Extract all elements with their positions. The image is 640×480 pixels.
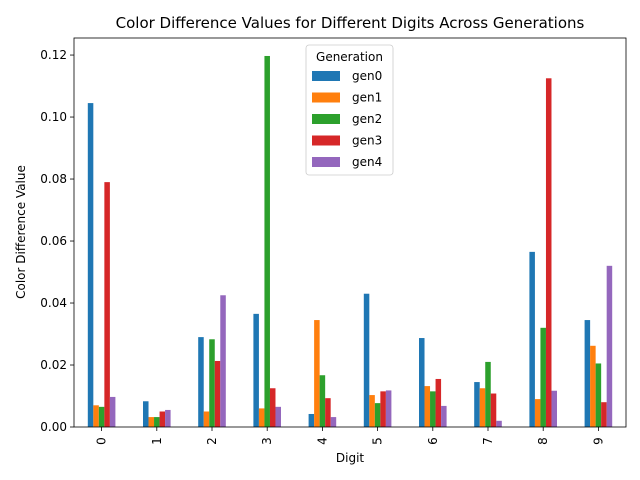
bar-gen0-digit-5 xyxy=(363,293,370,427)
legend-swatch-gen3 xyxy=(312,135,340,146)
bar-gen1-digit-5 xyxy=(369,395,375,427)
y-tick-label: 0.06 xyxy=(40,234,67,248)
legend-label-gen0: gen0 xyxy=(352,69,382,83)
legend-swatch-gen4 xyxy=(312,157,340,167)
bar-gen2-digit-3 xyxy=(264,55,270,427)
bar-gen3-digit-0 xyxy=(104,182,110,427)
x-tick-label: 7 xyxy=(481,437,495,445)
bar-gen1-digit-1 xyxy=(148,417,155,427)
legend-swatch-gen0 xyxy=(312,71,340,81)
bar-gen0-digit-2 xyxy=(198,337,204,427)
bar-gen1-digit-7 xyxy=(479,388,486,427)
x-tick-label: 4 xyxy=(315,437,329,445)
x-axis-ticks: 0 1 2 3 4 5 6 7 8 9 xyxy=(95,427,605,445)
bar-gen3-digit-9 xyxy=(601,402,607,427)
x-tick-label: 0 xyxy=(95,437,109,445)
y-tick-label: 0.00 xyxy=(40,420,67,434)
bar-gen4-digit-1 xyxy=(165,409,171,427)
bar-gen4-digit-2 xyxy=(220,295,226,427)
bar-gen2-digit-4 xyxy=(319,375,326,427)
legend-label-gen2: gen2 xyxy=(352,112,382,126)
bar-gen0-digit-0 xyxy=(87,103,94,427)
bar-gen2-digit-8 xyxy=(540,327,546,427)
bar-gen4-digit-5 xyxy=(385,390,392,427)
chart-title: Color Difference Values for Different Di… xyxy=(116,14,585,32)
bar-gen2-digit-7 xyxy=(485,361,491,427)
bar-gen4-digit-7 xyxy=(496,420,502,427)
bar-gen4-digit-3 xyxy=(275,406,281,427)
bar-gen1-digit-3 xyxy=(258,408,265,427)
bar-gen4-digit-0 xyxy=(109,396,116,427)
bar-gen3-digit-7 xyxy=(490,393,497,427)
x-tick-label: 8 xyxy=(536,437,550,445)
legend-label-gen1: gen1 xyxy=(352,91,382,105)
bar-gen4-digit-4 xyxy=(330,417,337,427)
legend-swatch-gen1 xyxy=(312,92,340,103)
bar-gen0-digit-3 xyxy=(253,313,259,427)
bar-gen3-digit-4 xyxy=(325,398,331,427)
bar-gen3-digit-6 xyxy=(435,378,442,427)
bar-gen0-digit-7 xyxy=(474,382,480,427)
x-tick-label: 9 xyxy=(591,437,605,445)
bar-gen2-digit-9 xyxy=(595,363,602,427)
bar-gen1-digit-2 xyxy=(203,411,210,427)
bar-gen2-digit-1 xyxy=(154,417,160,427)
bar-gen4-digit-6 xyxy=(441,405,447,427)
bar-gen1-digit-4 xyxy=(314,320,320,427)
legend-label-gen4: gen4 xyxy=(352,155,382,169)
bar-gen0-digit-1 xyxy=(143,401,149,427)
bar-gen3-digit-2 xyxy=(214,360,221,427)
legend-items: gen0 gen1 gen2 gen3 gen4 xyxy=(312,69,382,169)
bar-gen2-digit-5 xyxy=(374,403,381,427)
bar-gen2-digit-2 xyxy=(209,339,215,427)
y-axis-ticks: 0.00 0.02 0.04 0.06 0.08 0.10 0.12 xyxy=(40,48,74,434)
bar-gen3-digit-5 xyxy=(380,391,386,427)
x-tick-label: 1 xyxy=(150,437,164,445)
bars-group xyxy=(87,55,613,427)
bar-gen3-digit-3 xyxy=(269,388,276,427)
plot-frame xyxy=(73,37,627,428)
legend-title: Generation xyxy=(316,50,383,64)
y-tick-label: 0.02 xyxy=(40,358,67,372)
bar-gen2-digit-6 xyxy=(430,391,436,427)
y-tick-label: 0.12 xyxy=(40,48,67,62)
x-tick-label: 3 xyxy=(260,437,274,445)
legend-label-gen3: gen3 xyxy=(352,134,382,148)
bar-gen3-digit-1 xyxy=(159,411,166,427)
y-axis-label: Color Difference Value xyxy=(14,165,28,299)
bar-gen4-digit-9 xyxy=(606,265,613,427)
bar-gen4-digit-8 xyxy=(551,390,557,427)
bar-gen1-digit-0 xyxy=(93,405,99,427)
y-tick-label: 0.08 xyxy=(40,172,67,186)
bar-gen0-digit-8 xyxy=(529,251,535,427)
x-tick-label: 2 xyxy=(205,437,219,445)
bar-gen1-digit-8 xyxy=(534,399,541,427)
bar-gen0-digit-9 xyxy=(584,320,591,427)
bar-gen0-digit-6 xyxy=(419,338,425,427)
x-tick-label: 5 xyxy=(371,437,385,445)
bar-gen3-digit-8 xyxy=(545,78,552,427)
x-axis-label: Digit xyxy=(336,451,365,465)
bar-gen2-digit-0 xyxy=(98,406,105,427)
y-tick-label: 0.10 xyxy=(40,110,67,124)
bar-gen1-digit-6 xyxy=(424,386,431,427)
x-tick-label: 6 xyxy=(426,437,440,445)
legend: Generation gen0 gen1 gen2 gen3 gen4 xyxy=(305,44,394,176)
bar-gen0-digit-4 xyxy=(308,413,315,427)
legend-swatch-gen2 xyxy=(312,114,340,124)
y-tick-label: 0.04 xyxy=(40,296,67,310)
bar-gen1-digit-9 xyxy=(590,345,596,427)
